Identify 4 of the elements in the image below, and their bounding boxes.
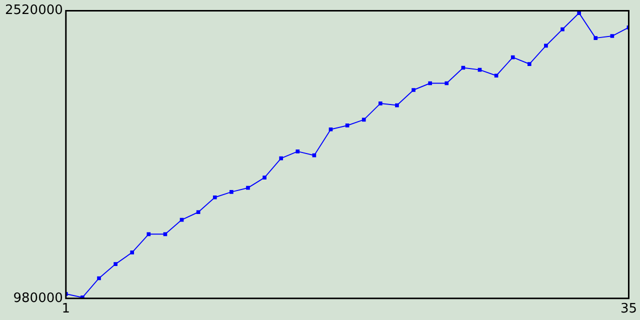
y-tick-label: 980000: [13, 290, 63, 306]
x-tick-label: 35: [620, 302, 637, 317]
y-tick-label: 2520000: [4, 3, 63, 18]
x-tick-label: 1: [62, 302, 70, 317]
